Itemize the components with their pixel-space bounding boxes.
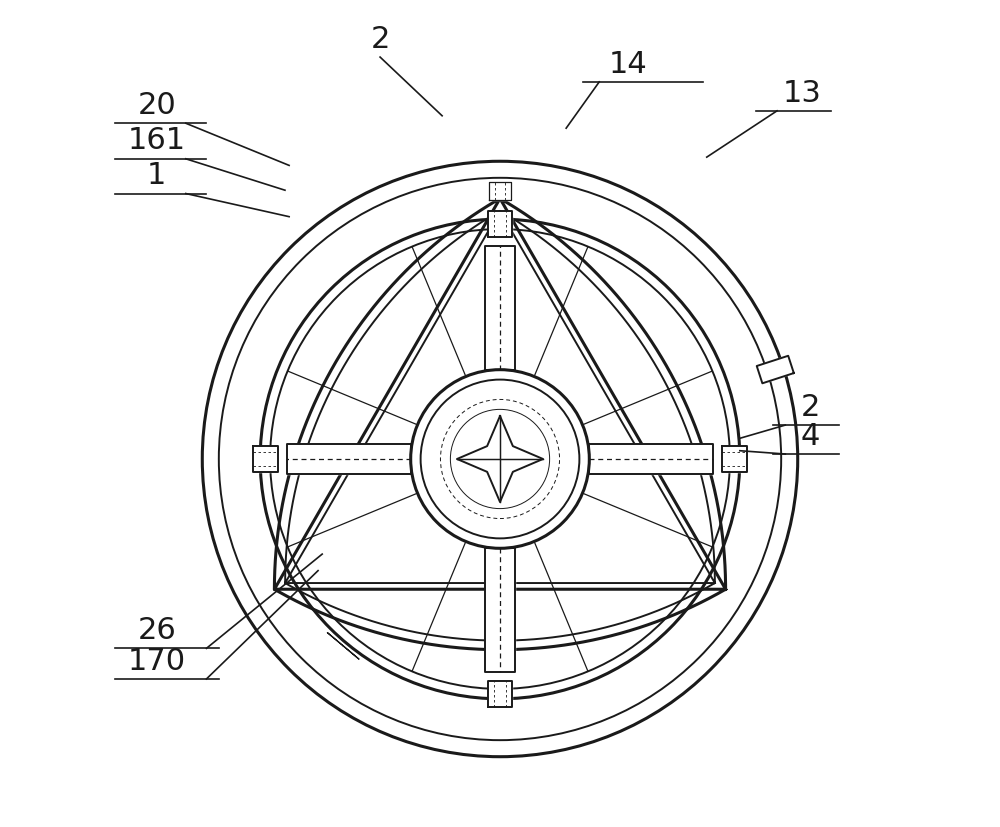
Text: 4: 4: [800, 422, 820, 451]
Polygon shape: [327, 633, 359, 659]
Polygon shape: [253, 446, 278, 472]
Polygon shape: [287, 444, 411, 474]
Text: 161: 161: [128, 127, 186, 155]
Text: 20: 20: [137, 91, 176, 120]
Text: 1: 1: [147, 161, 166, 190]
Text: 2: 2: [370, 25, 390, 54]
Text: 170: 170: [128, 647, 186, 676]
Polygon shape: [722, 446, 747, 472]
Polygon shape: [485, 246, 515, 370]
Polygon shape: [589, 444, 713, 474]
Polygon shape: [489, 182, 511, 200]
Polygon shape: [457, 416, 543, 502]
Polygon shape: [488, 211, 512, 237]
Text: 14: 14: [609, 50, 648, 79]
Circle shape: [499, 458, 501, 460]
Polygon shape: [485, 548, 515, 672]
Text: 26: 26: [137, 616, 176, 645]
Polygon shape: [488, 681, 512, 707]
Text: 2: 2: [800, 393, 820, 422]
Text: 13: 13: [782, 79, 821, 108]
Polygon shape: [757, 356, 794, 383]
